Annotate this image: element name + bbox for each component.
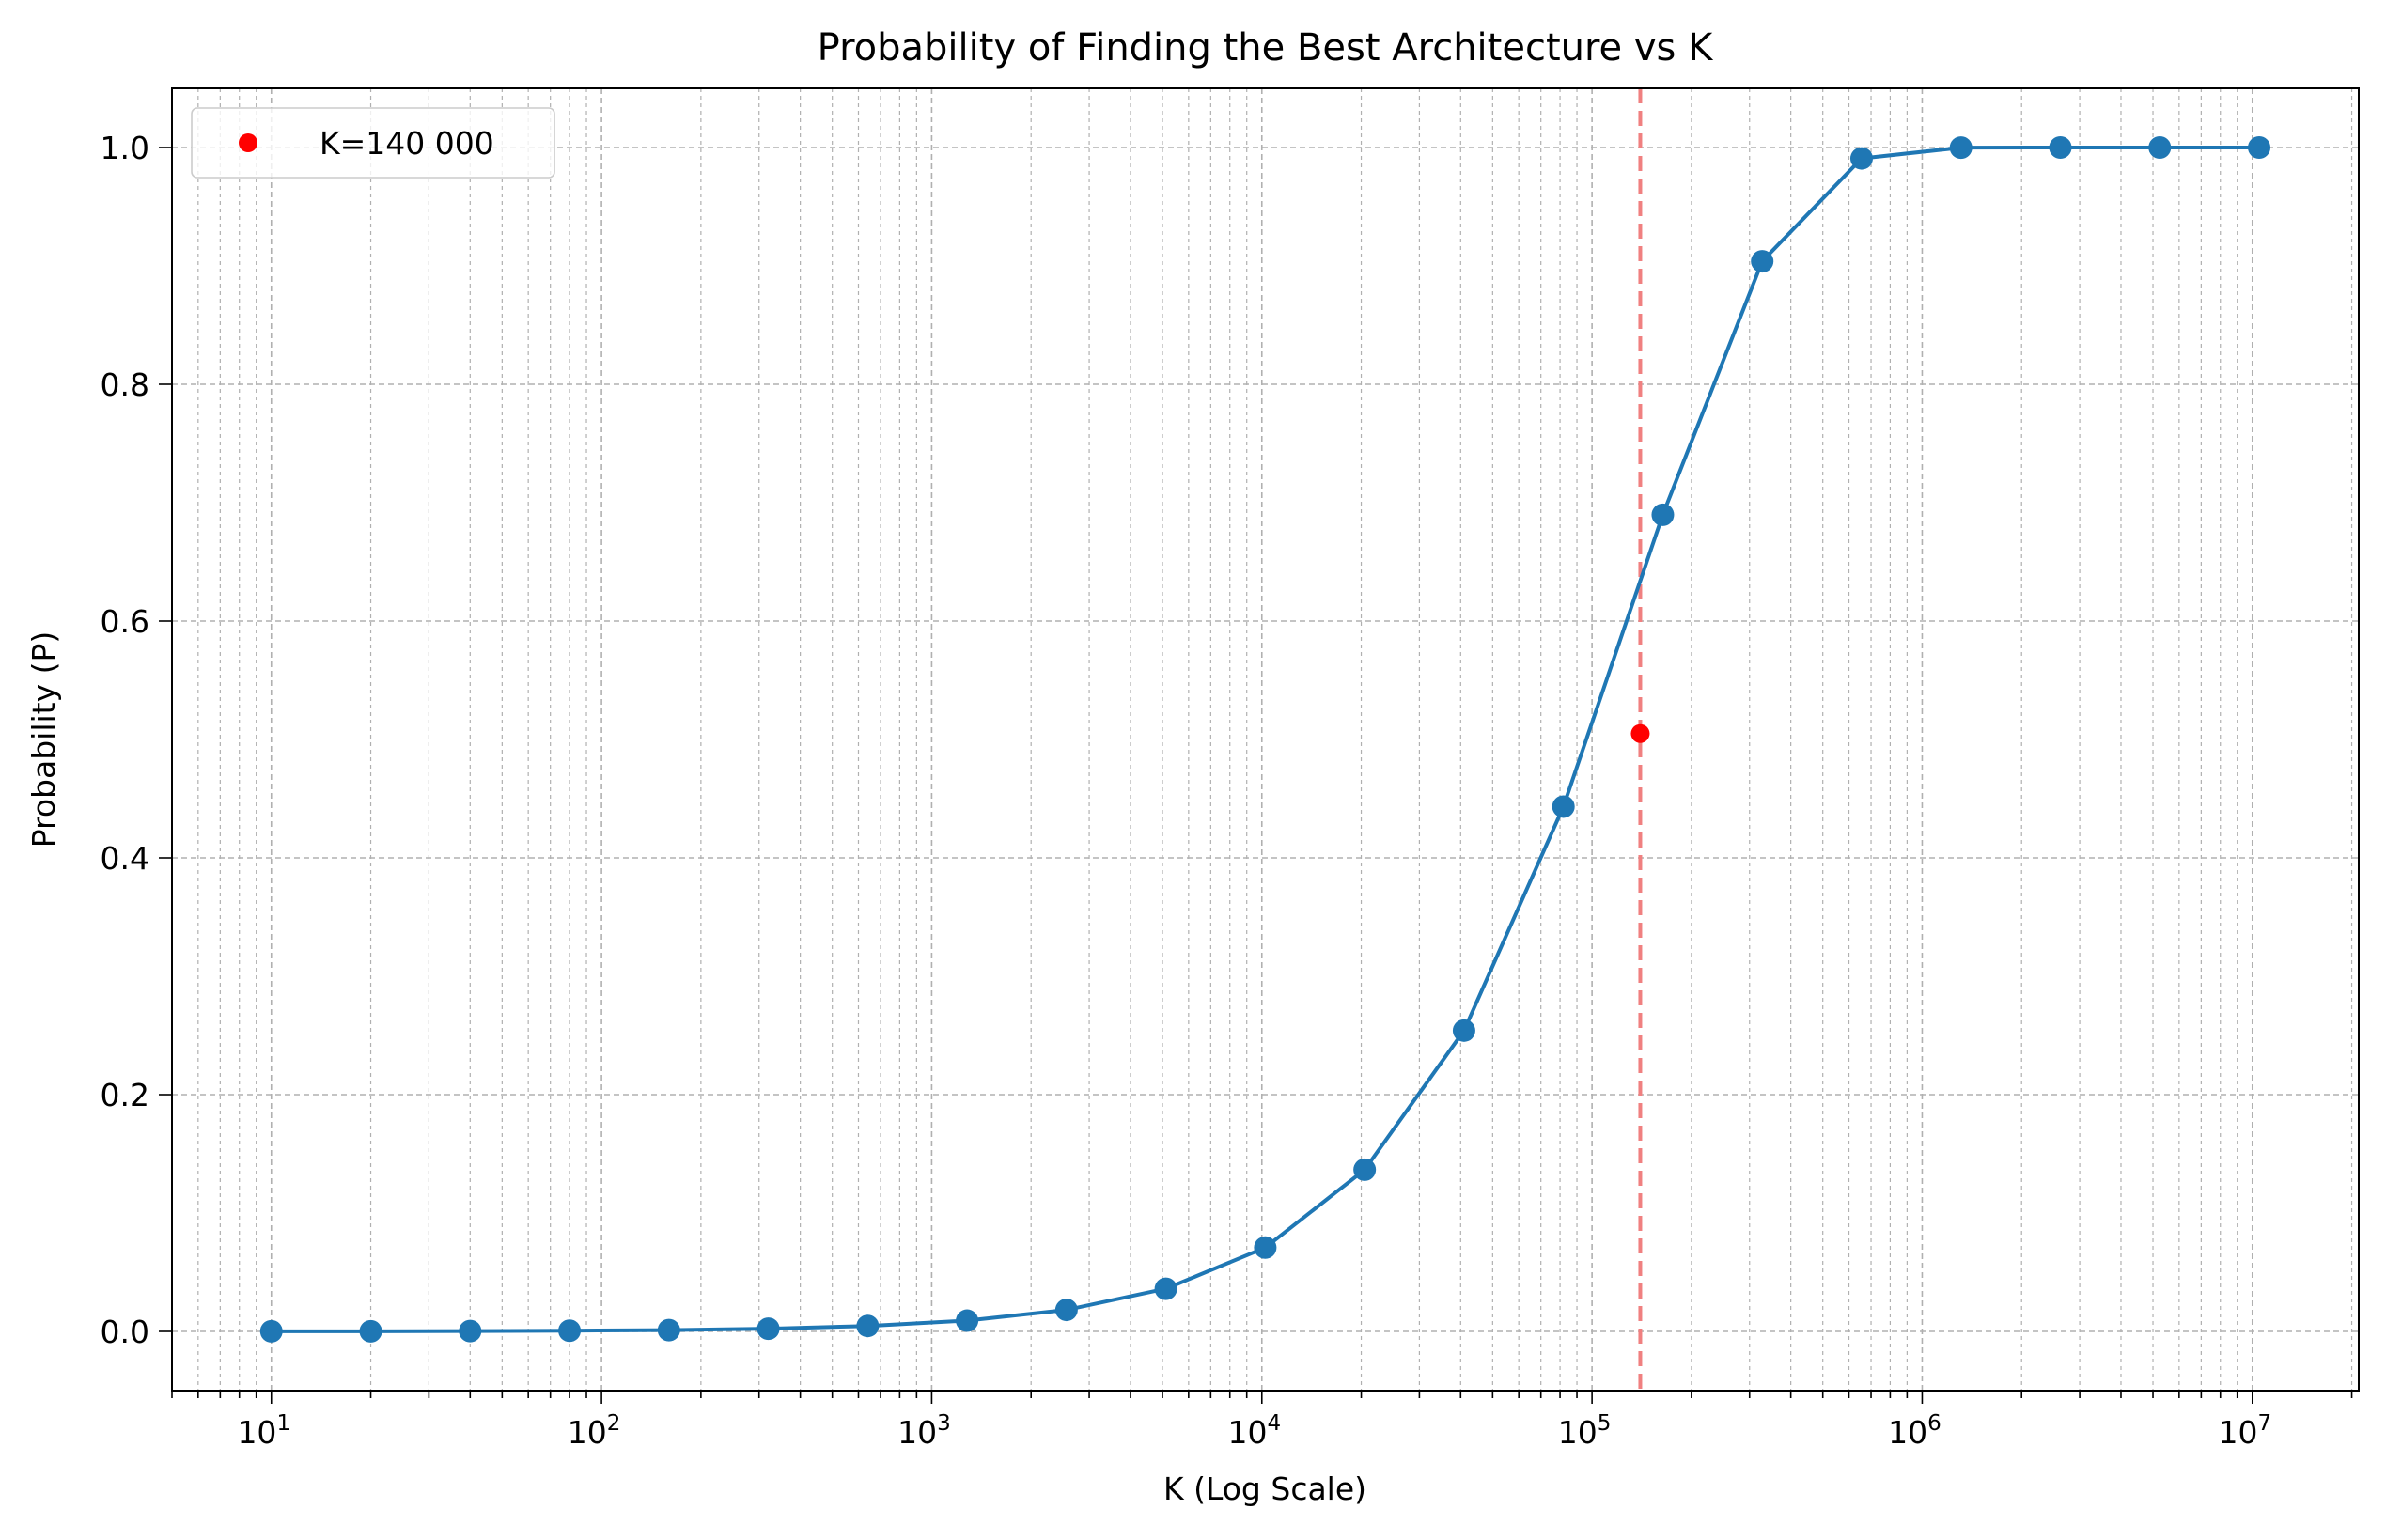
x-tick-label: 105: [1558, 1411, 1612, 1451]
plot-frame: [171, 87, 2360, 1392]
series-layer: [259, 136, 2271, 1343]
data-point: [1154, 1277, 1177, 1300]
y-tick-label: 0.6: [101, 603, 149, 640]
data-point: [1353, 1158, 1377, 1181]
x-tick-label: 107: [2218, 1411, 2271, 1451]
data-point: [1452, 1019, 1475, 1042]
data-point: [558, 1319, 582, 1343]
data-point: [1254, 1236, 1277, 1259]
highlight-point: [1630, 723, 1650, 743]
data-point: [856, 1314, 880, 1338]
ticks: 101 102 103 104 105 106 107 0.0 0.2 0.4 0.6 0.8 1.0: [101, 130, 2353, 1451]
y-tick-label: 0.8: [101, 366, 149, 403]
data-point: [2248, 136, 2271, 159]
x-tick-label: 103: [897, 1411, 951, 1451]
x-tick-label: 104: [1227, 1411, 1281, 1451]
legend: K=140 000: [191, 107, 555, 179]
legend-box: [191, 107, 555, 179]
y-tick-label: 0.4: [101, 840, 149, 877]
data-point: [2049, 136, 2072, 159]
grid: [171, 88, 2359, 1391]
data-point: [1651, 503, 1675, 526]
data-point: [259, 1319, 283, 1343]
x-axis-label: K (Log Scale): [1163, 1470, 1366, 1507]
x-tick-label: 102: [568, 1411, 621, 1451]
x-tick-label: 106: [1888, 1411, 1942, 1451]
legend-marker: [239, 133, 257, 152]
data-point: [1751, 250, 1774, 273]
data-point: [2148, 136, 2172, 159]
data-point: [1552, 795, 1575, 818]
legend-label: K=140 000: [320, 125, 494, 162]
y-tick-label: 0.0: [101, 1314, 149, 1350]
data-point: [1949, 136, 1973, 160]
chart-title: Probability of Finding the Best Architec…: [818, 26, 1714, 70]
data-point: [1054, 1299, 1078, 1322]
y-tick-label: 0.2: [101, 1077, 149, 1113]
x-tick-label: 101: [237, 1411, 290, 1451]
data-point: [657, 1318, 680, 1342]
data-point: [459, 1319, 482, 1343]
data-point: [359, 1319, 382, 1343]
data-point: [956, 1309, 979, 1332]
data-point: [756, 1317, 780, 1341]
y-tick-label: 1.0: [101, 130, 149, 166]
y-axis-label: Probability (P): [25, 631, 62, 848]
data-point: [1849, 147, 1873, 170]
